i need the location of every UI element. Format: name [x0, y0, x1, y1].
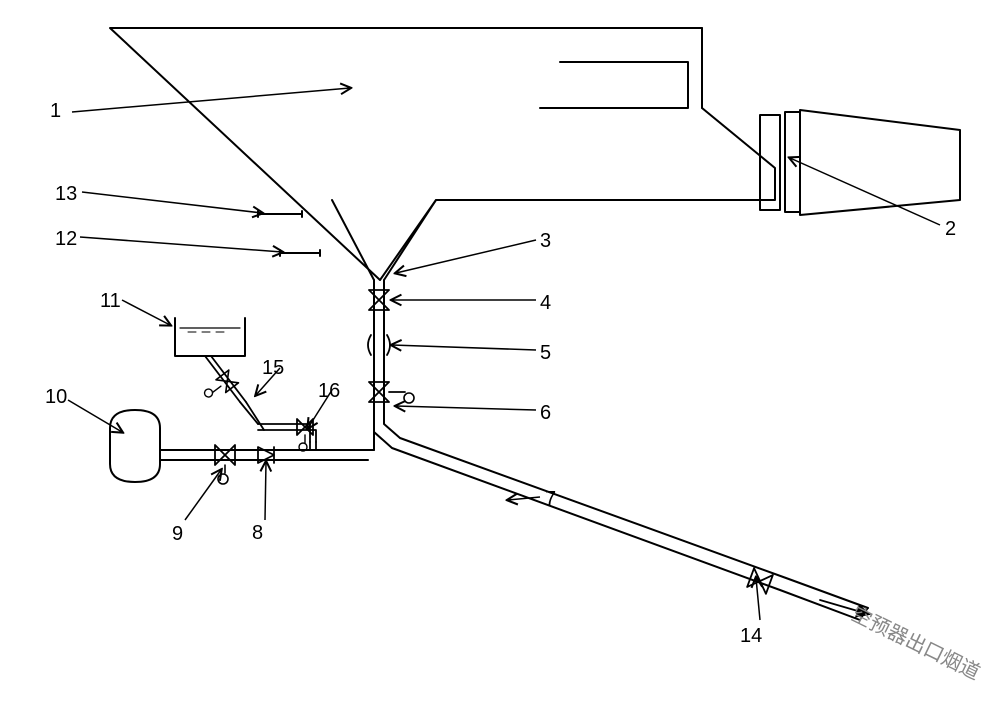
- label-n10: 10: [45, 386, 67, 409]
- label-n2: 2: [945, 218, 956, 241]
- valve-6-actuator: [404, 393, 414, 403]
- leader-n14: [756, 578, 760, 620]
- valve-9-actuator: [218, 474, 228, 484]
- leader-n5: [392, 345, 536, 350]
- label-n15: 15: [262, 357, 284, 380]
- label-n16: 16: [318, 380, 340, 403]
- label-n6: 6: [540, 402, 551, 425]
- branch-pipe-16: [258, 424, 310, 442]
- leader-n6: [396, 406, 536, 410]
- valve-6: [369, 382, 389, 402]
- leader-n1: [72, 88, 350, 112]
- leader-n3: [396, 240, 536, 273]
- duct-flange-1: [760, 115, 780, 210]
- leader-n13: [82, 192, 262, 213]
- valve-4: [369, 290, 389, 310]
- label-n14: 14: [740, 625, 762, 648]
- label-n13: 13: [55, 183, 77, 206]
- label-n8: 8: [252, 522, 263, 545]
- leader-n12: [80, 237, 282, 252]
- tank-10: [110, 410, 160, 482]
- leader-n2: [790, 158, 940, 225]
- duct-body: [800, 110, 960, 215]
- cone-right: [384, 200, 436, 280]
- label-n3: 3: [540, 230, 551, 253]
- reservoir-11: [175, 318, 245, 356]
- transport-pipe-outer: [374, 416, 860, 620]
- label-n9: 9: [172, 523, 183, 546]
- hopper-body: [110, 28, 775, 280]
- leader-n9: [185, 470, 221, 520]
- label-n1: 1: [50, 100, 61, 123]
- label-n4: 4: [540, 292, 551, 315]
- label-n11: 11: [100, 290, 121, 313]
- label-n12: 12: [55, 228, 77, 251]
- hopper-notch: [540, 62, 688, 108]
- label-n7: 7: [545, 488, 556, 511]
- leader-n8: [265, 462, 266, 520]
- valve-9: [215, 445, 235, 465]
- main-diagram: [0, 0, 1000, 701]
- transport-pipe-inner: [384, 412, 868, 608]
- label-n5: 5: [540, 342, 551, 365]
- leader-n11: [122, 300, 170, 325]
